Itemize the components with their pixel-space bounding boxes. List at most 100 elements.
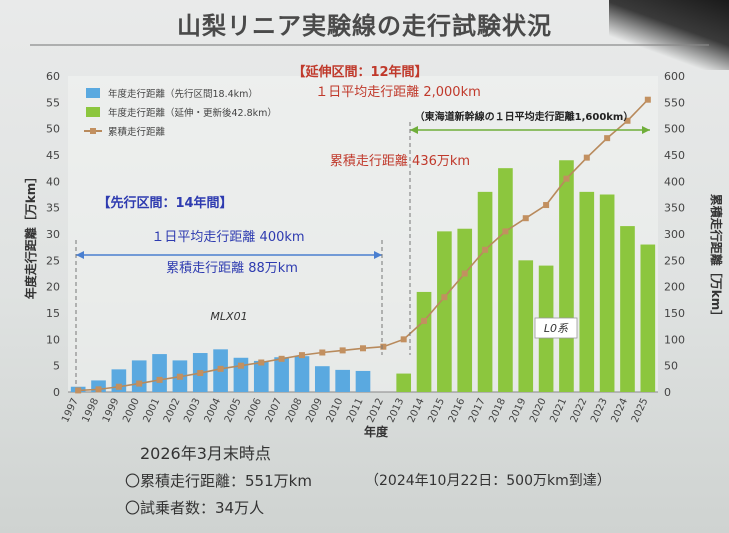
projector-shadow <box>609 0 729 70</box>
x-tick-label: 1999 <box>101 397 122 425</box>
cumulative-point <box>441 294 448 301</box>
x-tick-label: 2012 <box>365 397 386 425</box>
slide-title: 山梨リニア実験線の走行試験状況 <box>177 12 552 40</box>
legend-label: 累積走行距離 <box>108 126 166 138</box>
cumulative-point <box>522 215 529 222</box>
annotation-pre-cumulative: 累積走行距離 88万km <box>166 261 298 276</box>
bar-extended-section <box>498 168 513 392</box>
x-tick-label: 2023 <box>589 397 610 425</box>
x-tick-label: 2025 <box>630 397 651 425</box>
cumulative-point <box>95 386 102 393</box>
x-tick-label: 2022 <box>569 397 590 425</box>
bar-extended-section <box>457 228 473 392</box>
bar-extended-section <box>640 244 656 392</box>
x-axis-title: 年度 <box>364 424 389 439</box>
annotation-ext-cumulative: 累積走行距離 436万km <box>330 154 470 169</box>
y-tick-label: 45 <box>46 149 60 162</box>
arrow-ext-left <box>410 126 418 134</box>
footer-riders: 〇試乗者数：34万人 <box>125 499 265 517</box>
x-tick-label: 2013 <box>386 397 407 425</box>
annotation-pre-daily: １日平均走行距離 400km <box>151 230 304 245</box>
cumulative-point <box>400 336 407 343</box>
cumulative-point <box>115 383 122 390</box>
legend-marker <box>90 128 96 134</box>
y2-tick-label: 450 <box>664 149 685 162</box>
x-tick-label: 2009 <box>304 397 325 425</box>
cumulative-point <box>319 349 326 356</box>
arrow-pre-left <box>76 251 84 259</box>
footer-cumulative-note: （2024年10月22日：500万km到達） <box>365 473 611 489</box>
legend-label: 年度走行距離（先行区間18.4km） <box>108 88 258 100</box>
y-tick-label: 15 <box>46 307 60 320</box>
x-tick-label: 2003 <box>182 397 203 425</box>
annotation-ext-header: 【延伸区間：12年間】 <box>292 64 427 80</box>
x-tick-label: 2017 <box>467 397 488 425</box>
y2-tick-label: 350 <box>664 202 685 215</box>
x-tick-label: 2019 <box>508 397 529 425</box>
y-tick-label: 0 <box>53 386 60 399</box>
x-tick-label: 2000 <box>121 397 142 425</box>
legend-swatch <box>86 107 100 117</box>
x-tick-label: 1998 <box>81 397 102 425</box>
cumulative-point <box>502 228 509 235</box>
bar-extended-section <box>396 373 412 392</box>
y-tick-label: 20 <box>46 281 60 294</box>
cumulative-point <box>197 370 204 377</box>
y2-tick-label: 300 <box>664 228 685 241</box>
y2-tick-label: 400 <box>664 175 685 188</box>
bar-extended-section <box>437 231 452 392</box>
bar-extended-section <box>620 226 635 392</box>
x-tick-label: 2005 <box>223 397 244 425</box>
bar-extended-section <box>599 194 615 392</box>
cumulative-point <box>217 365 224 372</box>
cumulative-point <box>136 380 143 387</box>
y-tick-label: 10 <box>46 333 60 346</box>
cumulative-point <box>482 246 489 253</box>
cumulative-point <box>237 362 244 369</box>
cumulative-point <box>604 135 611 142</box>
x-tick-label: 2015 <box>426 397 447 425</box>
x-tick-label: 2021 <box>548 397 569 425</box>
cumulative-point <box>156 376 163 383</box>
y-tick-label: 35 <box>46 202 60 215</box>
model-label-box <box>534 317 578 339</box>
x-tick-label: 2002 <box>162 397 183 425</box>
footer-heading: 2026年3月末時点 <box>140 444 271 463</box>
x-tick-label: 1997 <box>60 397 81 425</box>
bar-pre-section <box>274 357 289 392</box>
footer-cumulative: 〇累積走行距離：551万km <box>125 472 312 490</box>
bar-pre-section <box>152 354 167 392</box>
bar-extended-section <box>416 291 432 392</box>
y-tick-label: 55 <box>46 96 60 109</box>
cumulative-point <box>421 317 428 324</box>
x-tick-label: 2011 <box>345 397 366 425</box>
bar-extended-section <box>559 160 574 392</box>
y2-tick-label: 500 <box>664 123 685 136</box>
bar-pre-section <box>253 360 269 392</box>
model-label-l0: L0系 <box>544 322 569 335</box>
y2-tick-label: 600 <box>664 70 685 83</box>
y-tick-label: 30 <box>46 228 60 241</box>
x-tick-label: 2016 <box>447 397 468 425</box>
bar-pre-section <box>335 369 350 392</box>
legend-label: 年度走行距離（延伸・更新後42.8km） <box>108 107 277 119</box>
bar-pre-section <box>131 360 147 392</box>
cumulative-point <box>583 154 590 161</box>
bar-extended-section <box>518 260 534 392</box>
x-tick-label: 2001 <box>142 397 163 425</box>
x-tick-label: 2008 <box>284 397 305 425</box>
cumulative-point <box>380 343 387 350</box>
model-label-mlx01: MLX01 <box>210 310 247 323</box>
annotation-pre-header: 【先行区間：14年間】 <box>97 195 232 211</box>
cumulative-point <box>543 202 550 209</box>
y-tick-label: 25 <box>46 254 60 267</box>
arrow-pre-right <box>374 251 382 259</box>
x-tick-label: 2004 <box>203 397 224 425</box>
cumulative-point <box>75 387 82 394</box>
cumulative-point <box>339 347 346 354</box>
y-axis-title: 年度走行距離［万km］ <box>23 171 38 300</box>
y2-tick-label: 50 <box>664 360 678 373</box>
x-tick-label: 2020 <box>528 397 549 425</box>
